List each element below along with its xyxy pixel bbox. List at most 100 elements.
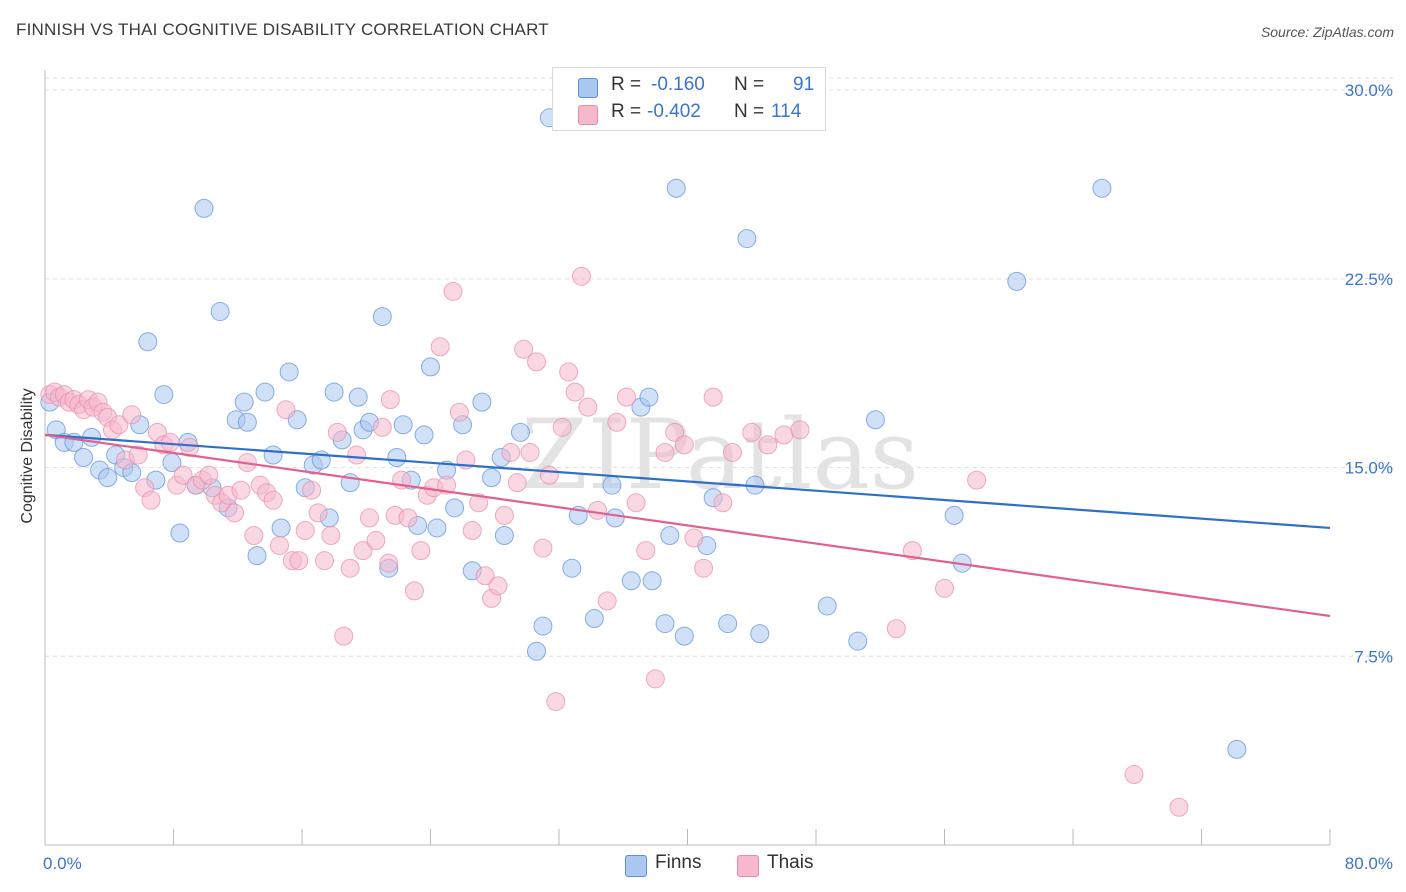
thais-point <box>263 490 283 510</box>
finns-point <box>138 332 158 352</box>
thais-point <box>494 505 514 525</box>
thais-point <box>276 400 296 420</box>
thais-point <box>533 538 553 558</box>
legend: Finns Thais <box>0 852 1406 878</box>
thais-point <box>655 442 675 462</box>
finns-point <box>421 357 440 377</box>
finns-point <box>472 392 492 412</box>
thais-point <box>565 382 585 402</box>
finns-point <box>247 546 267 566</box>
finns-point <box>445 498 465 518</box>
finns-r-label: R = <box>611 74 642 95</box>
finns-point <box>271 518 291 538</box>
thais-point <box>588 500 608 520</box>
thais-swatch <box>578 105 598 125</box>
stats-row-finns: R = -0.160 N = 91 <box>553 74 825 100</box>
thais-point <box>546 692 566 712</box>
thais-point <box>722 442 742 462</box>
finns-point <box>533 616 553 636</box>
finns-point <box>348 387 368 407</box>
thais-point <box>334 626 354 646</box>
finns-r-value: -0.160 <box>651 74 705 95</box>
thais-point <box>607 412 627 432</box>
finns-point <box>393 415 413 435</box>
finns-point <box>414 425 434 445</box>
x-tick-label: 0.0% <box>43 854 82 873</box>
finns-point <box>718 614 738 634</box>
thais-point <box>742 422 762 442</box>
finns-point <box>279 362 299 382</box>
thais-point <box>694 558 714 578</box>
thais-point <box>353 541 373 561</box>
thais-point <box>398 508 418 528</box>
thais-r-value: -0.402 <box>647 101 701 122</box>
finns-point <box>170 523 190 543</box>
finns-point <box>1227 739 1247 759</box>
legend-finns-label: Finns <box>655 852 702 873</box>
thais-point <box>636 541 656 561</box>
finns-point <box>660 526 680 546</box>
finns-point <box>639 387 659 407</box>
thais-point <box>443 281 463 301</box>
y-tick-label: 30.0% <box>1345 81 1393 100</box>
finns-n-value: 91 <box>793 74 815 95</box>
finns-point <box>210 302 230 322</box>
thais-point <box>411 541 431 561</box>
thais-point <box>327 422 347 442</box>
thais-point <box>347 445 367 465</box>
x-tick-label: 80.0% <box>1345 854 1393 873</box>
thais-point <box>665 422 685 442</box>
stats-row-thais: R = -0.402 N = 114 <box>553 101 825 127</box>
finns-point <box>737 229 757 249</box>
thais-point <box>616 387 636 407</box>
thais-point <box>308 503 328 523</box>
thais-point <box>462 520 482 540</box>
thais-point <box>302 480 322 500</box>
finns-n-label: N = <box>734 74 765 95</box>
thais-point <box>244 526 264 546</box>
thais-point <box>1169 797 1189 817</box>
finns-point <box>1007 271 1027 291</box>
thais-point <box>578 397 598 417</box>
finns-point <box>494 526 514 546</box>
finns-point <box>234 392 254 412</box>
thais-point <box>469 493 489 513</box>
finns-point <box>1092 178 1112 198</box>
finns-point <box>237 412 257 432</box>
thais-point <box>225 503 245 523</box>
finns-point <box>621 571 641 591</box>
axes <box>44 70 1331 846</box>
tick-labels: 7.5% 15.0% 22.5% 30.0% 0.0% 80.0% <box>43 81 1393 873</box>
finns-point <box>944 505 964 525</box>
thais-point <box>295 520 315 540</box>
finns-point <box>584 609 604 629</box>
finns-point <box>74 448 94 467</box>
finns-point <box>817 596 837 616</box>
thais-point <box>449 402 469 422</box>
thais-trend-line <box>44 433 1331 618</box>
thais-point <box>597 591 617 611</box>
thais-point <box>359 508 379 528</box>
y-tick-label: 22.5% <box>1345 270 1393 289</box>
thais-point <box>514 339 534 359</box>
thais-point <box>684 528 704 548</box>
thais-point <box>520 442 540 462</box>
thais-point <box>703 387 723 407</box>
legend-thais-label: Thais <box>767 852 814 873</box>
legend-thais-swatch <box>737 855 759 877</box>
thais-point <box>404 581 424 601</box>
gridlines <box>45 77 1393 657</box>
legend-finns-swatch <box>625 855 647 877</box>
thais-point <box>199 465 219 485</box>
thais-point <box>173 465 193 485</box>
thais-point <box>128 445 148 465</box>
finns-point <box>848 631 868 651</box>
finns-point <box>605 508 625 528</box>
thais-point <box>340 558 360 578</box>
finns-point <box>98 468 118 488</box>
thais-point <box>122 405 142 425</box>
thais-point <box>559 362 579 382</box>
finns-point <box>255 382 275 402</box>
thais-point <box>674 435 694 455</box>
